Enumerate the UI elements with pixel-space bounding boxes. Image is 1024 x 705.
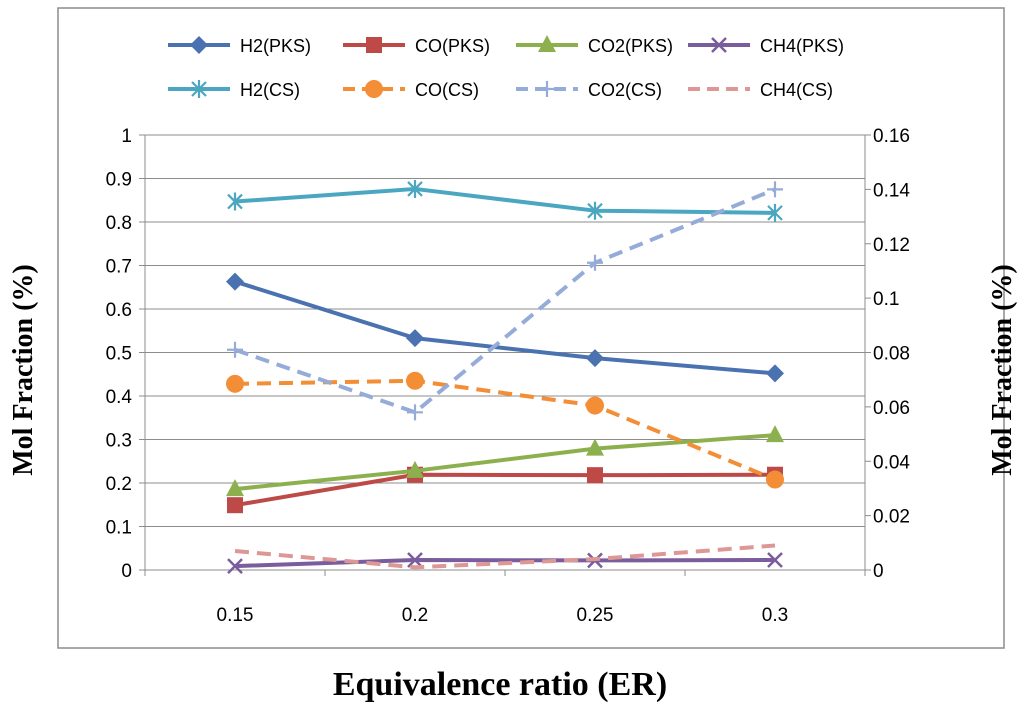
y-axis-title-left: Mol Fraction (%) (8, 264, 39, 476)
right-tick-label: 0.16 (873, 126, 910, 147)
legend-marker (191, 80, 207, 98)
data-point-co2-pks (226, 479, 244, 497)
series-h2-cs (227, 179, 783, 222)
right-tick-label: 0.1 (873, 289, 899, 310)
x-tick-label: 0.2 (402, 605, 428, 626)
series-line-ch4-cs (234, 543, 776, 570)
legend-item: H2(CS) (168, 80, 300, 100)
data-point-ch4-pks (227, 558, 243, 574)
y-axis-title-right: Mol Fraction (%) (987, 264, 1018, 476)
left-tick-label: 0.2 (106, 474, 132, 495)
x-axis-ticks: 0.15 0.2 0.25 0.3 (144, 570, 866, 626)
legend-label: CO(PKS) (415, 36, 490, 56)
right-tick-label: 0.04 (873, 452, 910, 473)
data-point-co2-cs (587, 254, 603, 271)
legend-item: CO2(CS) (516, 80, 662, 100)
legend: H2(PKS) CO(PKS) CO2(PKS) CH4(PKS) H2(CS) CO(C… (168, 35, 844, 100)
left-tick-label: 0.7 (106, 257, 132, 278)
series-line-co2-pks (234, 433, 776, 492)
right-tick-label: 0.12 (873, 235, 910, 256)
right-tick-label: 0 (873, 561, 884, 582)
data-point-co2-cs (767, 181, 783, 198)
legend-marker (190, 36, 208, 54)
data-point-co2-cs (227, 341, 243, 358)
series-ch4-pks (227, 552, 783, 574)
legend-label: CO2(PKS) (588, 36, 673, 56)
data-point-h2-cs (407, 179, 423, 198)
x-tick-label: 0.25 (577, 605, 614, 626)
left-tick-label: 0.9 (106, 170, 132, 191)
series-line-ch4-pks (234, 557, 776, 569)
chart-area-border (57, 7, 1005, 649)
left-tick-label: 0.6 (106, 300, 132, 321)
legend-item: CH4(CS) (688, 80, 833, 100)
legend-label: H2(PKS) (240, 36, 311, 56)
series-ch4-cs (234, 543, 776, 570)
legend-label: CO(CS) (415, 80, 479, 100)
data-point-co2-pks (586, 438, 604, 456)
series-line-h2-cs (234, 186, 776, 215)
left-tick-label: 0 (121, 561, 132, 582)
legend-label: H2(CS) (240, 80, 300, 100)
series-line-co2-cs (234, 187, 776, 415)
series-h2-pks (226, 272, 784, 383)
right-tick-label: 0.08 (873, 344, 910, 365)
legend-label: CH4(PKS) (760, 36, 844, 56)
legend-item: CO(CS) (343, 80, 479, 100)
data-point-h2-cs (767, 203, 783, 222)
data-point-co-pks (587, 467, 603, 484)
legend-item: CH4(PKS) (688, 36, 844, 56)
data-point-h2-cs (227, 192, 243, 211)
left-tick-label: 0.1 (106, 518, 132, 539)
left-tick-label: 0.4 (106, 387, 133, 408)
series-line-co-pks (234, 472, 776, 508)
left-tick-label: 1 (121, 126, 132, 147)
x-tick-label: 0.15 (217, 605, 254, 626)
data-point-h2-pks (766, 364, 784, 383)
series-line-h2-pks (234, 279, 776, 376)
legend-marker (711, 37, 727, 53)
legend-item: CO(PKS) (343, 36, 490, 56)
series-co2-pks (226, 425, 784, 497)
series-co2-cs (227, 181, 783, 421)
data-point-co-cs (766, 470, 784, 489)
right-axis-ticks: 0 0.02 0.04 0.06 0.08 0.1 0.12 0.14 0.16 (865, 126, 910, 582)
left-tick-label: 0.8 (106, 213, 132, 234)
data-point-h2-pks (406, 329, 424, 348)
x-tick-label: 0.3 (762, 605, 788, 626)
data-point-co2-cs (407, 404, 423, 421)
left-axis-ticks: 0 0.1 0.2 0.3 0.4 0.5 0.6 0.7 0.8 0.9 1 (106, 126, 145, 582)
right-tick-label: 0.14 (873, 180, 910, 201)
data-point-h2-pks (586, 349, 604, 368)
legend-label: CO2(CS) (588, 80, 662, 100)
legend-item: CO2(PKS) (516, 35, 673, 56)
legend-marker (365, 80, 383, 98)
data-point-ch4-pks (767, 552, 783, 568)
data-point-co2-pks (406, 460, 424, 478)
right-tick-label: 0.02 (873, 507, 910, 528)
data-point-ch4-pks (407, 552, 423, 568)
legend-marker (538, 35, 556, 52)
data-point-h2-cs (587, 201, 603, 220)
legend-marker (539, 81, 555, 97)
legend-marker (366, 37, 382, 53)
legend-label: CH4(CS) (760, 80, 833, 100)
series-layer (226, 179, 784, 574)
right-tick-label: 0.06 (873, 398, 910, 419)
x-axis-title: Equivalence ratio (ER) (333, 666, 667, 703)
data-point-co2-pks (766, 425, 784, 443)
data-point-co-cs (406, 371, 424, 390)
data-point-co-cs (226, 374, 244, 393)
left-tick-label: 0.3 (106, 431, 132, 452)
data-point-co-pks (227, 497, 243, 514)
legend-item: H2(PKS) (168, 36, 311, 56)
left-tick-label: 0.5 (106, 344, 132, 365)
data-point-co-cs (586, 396, 604, 415)
data-point-h2-pks (226, 272, 244, 291)
